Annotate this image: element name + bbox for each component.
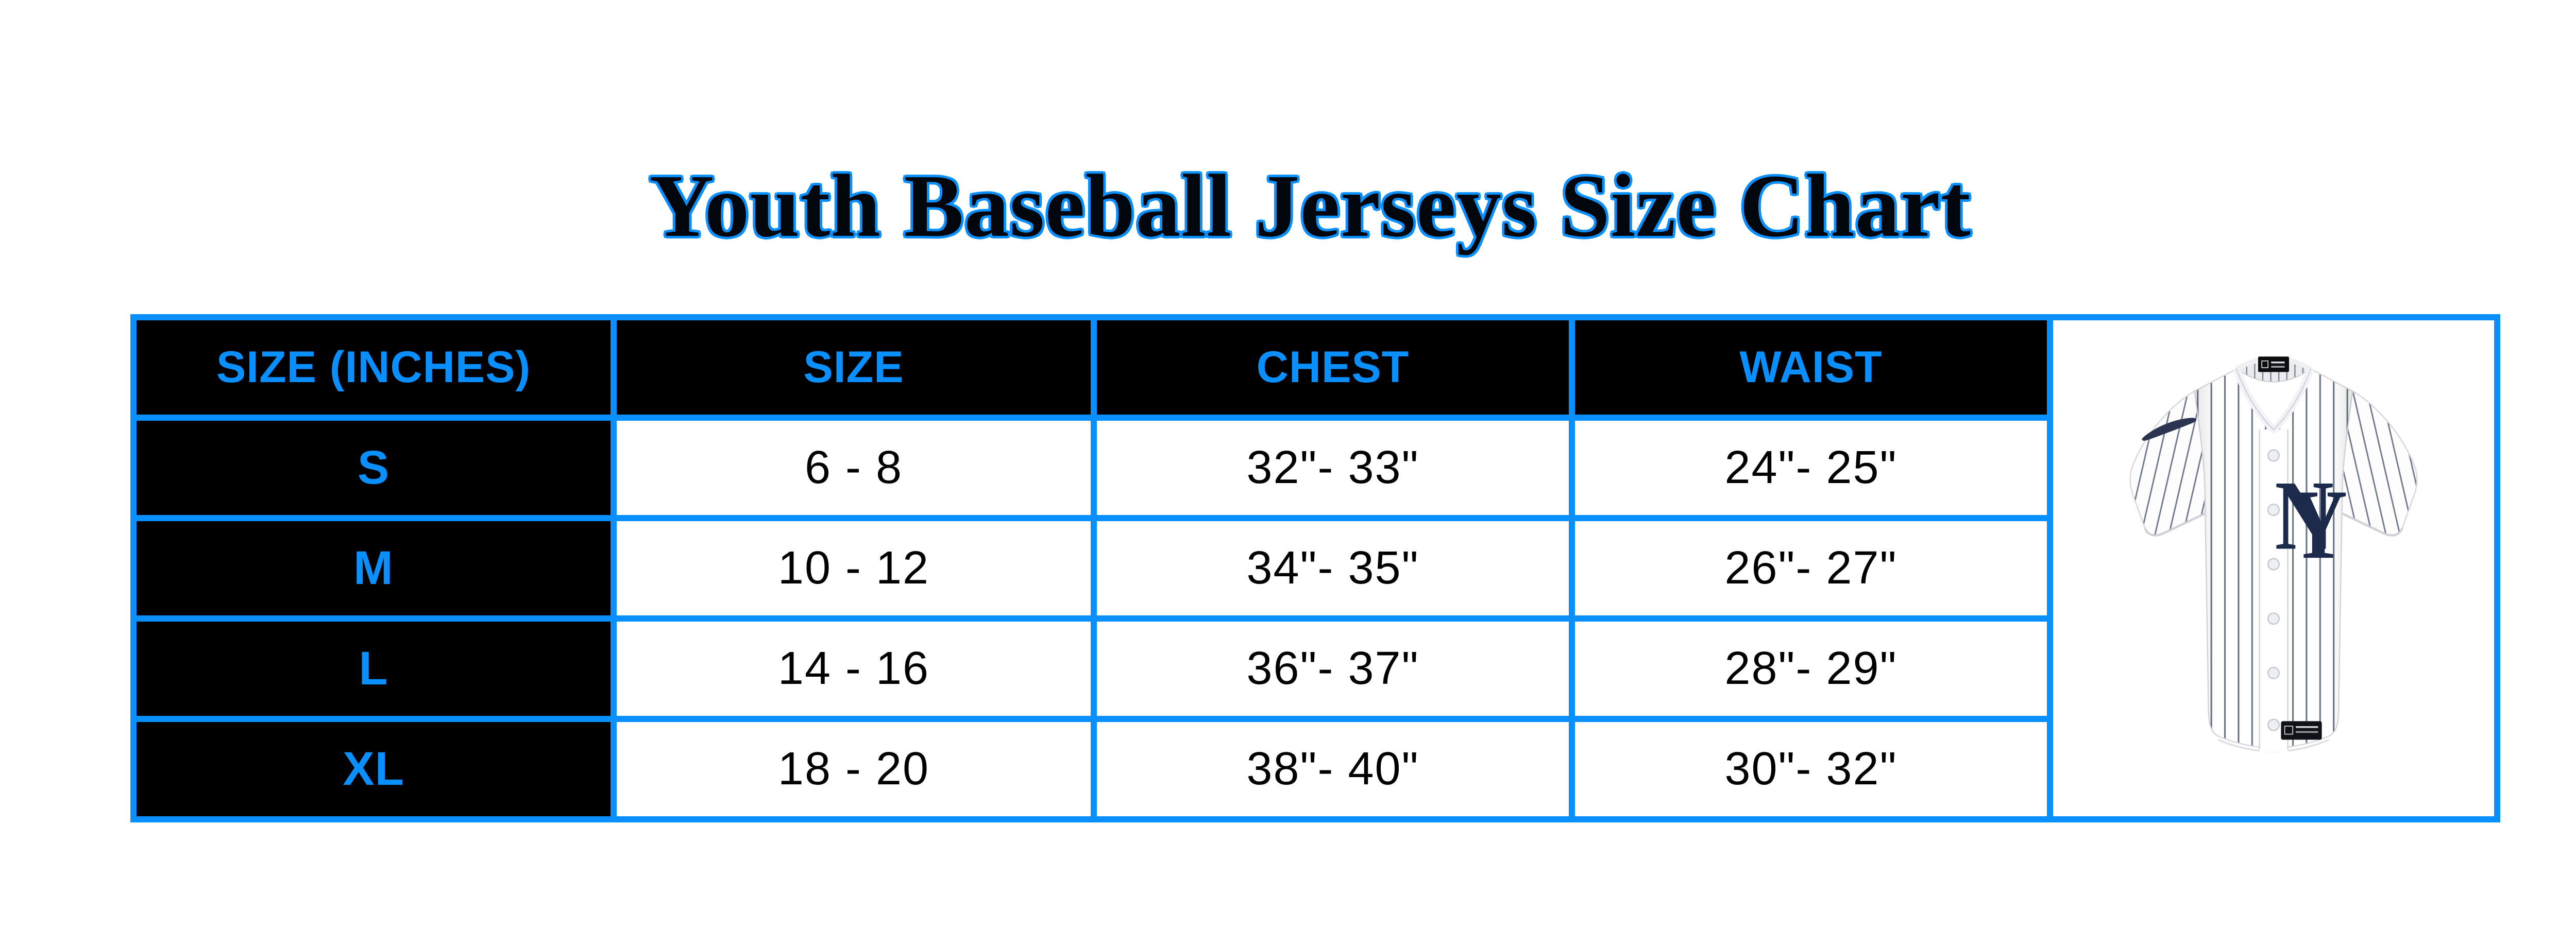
collar-tag-icon [2258,356,2289,372]
svg-text:N: N [2275,460,2333,570]
cell-l-size: 14 - 16 [617,622,1091,716]
cell-m-waist: 26"- 27" [1575,521,2047,615]
cell-xl-chest: 38"- 40" [1097,722,1569,816]
cell-m-chest: 34"- 35" [1097,521,1569,615]
hem-tag-icon [2281,720,2322,740]
cell-l-waist: 28"- 29" [1575,622,2047,716]
jersey-sleeves [2129,390,2418,537]
cell-l-chest: 36"- 37" [1097,622,1569,716]
ny-logo-icon: N Y [2275,460,2347,579]
cell-xl-size: 18 - 20 [617,722,1091,816]
cell-m-size: 10 - 12 [617,521,1091,615]
size-chart-table: N Y SIZE (INCHES) SIZE CHEST WAIST S 6 -… [130,314,2500,822]
nike-swoosh-icon [2142,417,2197,441]
jersey-buttons [2267,449,2280,731]
header-cell-chest: CHEST [1097,320,1569,415]
jersey-back-collar [2235,355,2312,382]
header-cell-size: SIZE [617,320,1091,415]
row-label-l: L [137,622,611,716]
cell-xl-waist: 30"- 32" [1575,722,2047,816]
row-label-xl: XL [137,722,611,816]
row-label-s: S [137,421,611,515]
jersey-image-cell: N Y [2053,320,2494,816]
cell-s-chest: 32"- 33" [1097,421,1569,515]
row-label-m: M [137,521,611,615]
yankees-pinstripe-jersey-icon: N Y [2129,355,2418,752]
jersey-placket [2258,429,2289,752]
svg-text:Y: Y [2289,470,2347,579]
cell-s-waist: 24"- 25" [1575,421,2047,515]
page-title: Youth Baseball Jerseys Size Chart [649,156,1971,255]
cell-s-size: 6 - 8 [617,421,1091,515]
header-cell-size-inches: SIZE (INCHES) [137,320,611,415]
header-cell-waist: WAIST [1575,320,2047,415]
